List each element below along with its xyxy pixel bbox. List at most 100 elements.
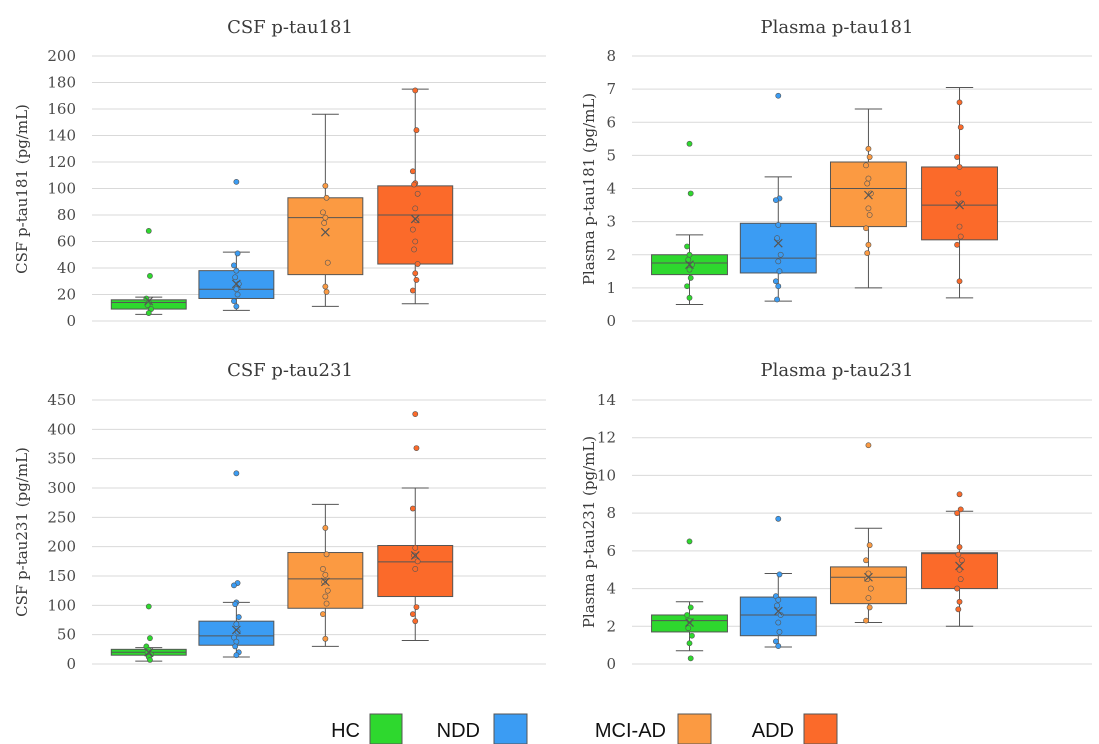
data-point-add xyxy=(414,558,421,565)
data-point-mci-ad xyxy=(322,182,329,189)
data-point-mci-ad xyxy=(323,551,330,558)
data-point-ndd xyxy=(233,652,240,659)
data-point-mci-ad xyxy=(865,570,872,577)
y-tick-label: 150 xyxy=(47,567,76,585)
data-point-mci-ad xyxy=(320,611,326,618)
legend-item-hc: HC xyxy=(331,713,403,744)
data-point-add xyxy=(409,226,416,233)
data-point-add xyxy=(412,618,419,625)
legend-label: HC xyxy=(331,720,360,742)
data-point-add xyxy=(957,576,964,583)
y-axis-label: Plasma p-tau181 (pg/mL) xyxy=(580,93,598,285)
data-point-mci-ad xyxy=(323,288,330,295)
legend-label: ADD xyxy=(752,720,794,742)
data-point-add xyxy=(956,99,963,106)
data-point-ndd xyxy=(233,267,240,274)
panel-title: Plasma p-tau231 xyxy=(761,360,914,381)
panel-plasma-ptau181: Plasma p-tau181 Plasma p-tau181 (pg/mL) … xyxy=(580,17,1092,330)
y-tick-label: 20 xyxy=(57,286,76,304)
data-point-hc xyxy=(145,227,152,234)
y-tick-label: 8 xyxy=(606,504,616,522)
y-tick-label: 0 xyxy=(606,312,616,330)
data-point-add xyxy=(412,270,419,277)
data-point-ndd xyxy=(774,235,780,242)
data-point-mci-ad xyxy=(322,214,329,221)
data-point-add xyxy=(412,544,419,551)
legend-label: NDD xyxy=(437,720,480,742)
box-ndd xyxy=(739,222,817,274)
data-point-ndd xyxy=(233,621,240,628)
y-tick-label: 100 xyxy=(47,596,76,614)
y-tick-label: 12 xyxy=(597,429,616,447)
data-point-mci-ad xyxy=(323,600,330,607)
data-point-ndd xyxy=(775,92,782,99)
data-point-ndd xyxy=(775,619,782,626)
data-point-mci-ad xyxy=(322,593,329,600)
data-point-add xyxy=(411,552,417,559)
mean-marker-hc xyxy=(685,260,694,270)
data-point-mci-ad xyxy=(865,595,872,601)
data-point-ndd xyxy=(233,470,240,477)
y-tick-label: 4 xyxy=(606,580,616,598)
y-tick-label: 80 xyxy=(57,206,76,224)
y-tick-label: 160 xyxy=(47,100,76,118)
mean-marker-ndd xyxy=(231,625,241,635)
data-point-ndd xyxy=(775,643,782,649)
panel-title: CSF p-tau181 xyxy=(227,17,353,38)
data-point-add xyxy=(412,238,419,245)
data-point-mci-ad xyxy=(863,162,869,169)
data-point-hc xyxy=(684,283,690,290)
data-point-mci-ad xyxy=(866,154,873,160)
mean-marker-add xyxy=(955,200,964,210)
y-tick-label: 3 xyxy=(606,213,616,231)
data-point-add xyxy=(954,154,961,160)
legend-swatch-hc xyxy=(369,713,403,744)
data-point-add xyxy=(957,233,964,240)
data-point-mci-ad xyxy=(863,225,869,232)
y-axis-label: CSF p-tau181 (pg/mL) xyxy=(13,104,31,274)
data-point-ndd xyxy=(232,601,239,608)
data-point-add xyxy=(409,168,416,175)
data-point-mci-ad xyxy=(865,205,872,212)
y-tick-label: 6 xyxy=(606,113,616,131)
data-point-mci-ad xyxy=(321,220,328,226)
data-point-add xyxy=(412,205,419,212)
data-point-add xyxy=(411,246,417,253)
data-point-ndd xyxy=(233,303,240,310)
mean-marker-ndd xyxy=(231,279,241,289)
data-point-ndd xyxy=(234,250,241,257)
data-point-add xyxy=(955,190,962,197)
data-point-hc xyxy=(687,655,694,662)
legend-swatch-ndd xyxy=(493,713,528,744)
y-tick-label: 300 xyxy=(47,479,76,497)
data-point-ndd xyxy=(234,291,241,298)
legend-item-add: ADD xyxy=(752,713,838,744)
data-point-mci-ad xyxy=(865,442,872,449)
legend-label: MCI-AD xyxy=(595,720,666,742)
y-tick-label: 0 xyxy=(606,655,616,673)
data-point-add xyxy=(413,445,420,452)
data-point-ndd xyxy=(772,197,779,203)
data-point-add xyxy=(955,551,962,558)
data-point-mci-ad xyxy=(865,145,872,152)
data-point-mci-ad xyxy=(321,578,328,585)
data-point-ndd xyxy=(231,262,237,269)
data-point-add xyxy=(956,598,963,605)
data-point-hc xyxy=(686,140,693,147)
data-point-add xyxy=(956,278,963,285)
data-point-add xyxy=(956,566,963,573)
data-point-add xyxy=(959,557,965,564)
data-point-hc xyxy=(686,294,693,301)
data-point-ndd xyxy=(772,278,779,285)
y-tick-label: 0 xyxy=(66,655,76,673)
legend-swatch-mci-ad xyxy=(677,713,712,744)
data-point-ndd xyxy=(777,612,784,618)
data-point-hc xyxy=(686,640,693,647)
data-point-ndd xyxy=(775,283,782,290)
y-tick-label: 400 xyxy=(47,420,76,438)
data-point-ndd xyxy=(233,286,240,293)
y-tick-label: 8 xyxy=(606,47,616,65)
data-point-ndd xyxy=(233,638,240,645)
data-point-hc xyxy=(686,266,693,273)
